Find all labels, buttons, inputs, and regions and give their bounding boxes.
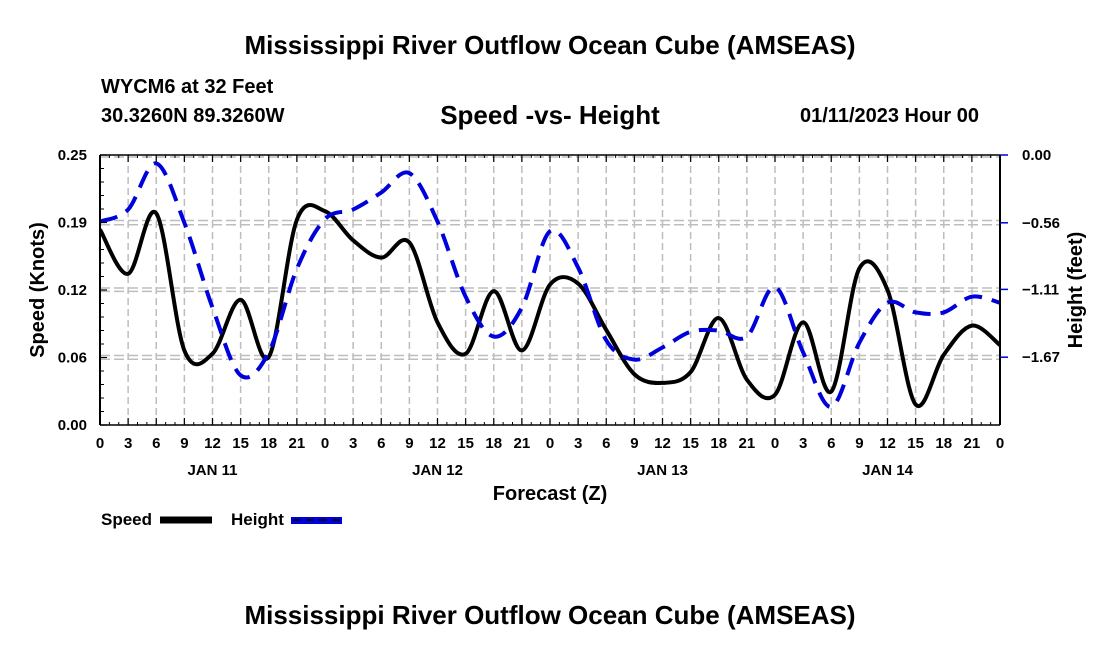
station-label: WYCM6 at 32 Feet [101, 76, 274, 98]
chart-subtitle: Speed -vs- Height [440, 100, 660, 130]
day-label: JAN 14 [862, 462, 914, 479]
x-tick-label: 15 [457, 435, 474, 452]
x-tick-label: 9 [405, 435, 413, 452]
y-left-tick-label: 0.00 [58, 417, 87, 434]
series-line-height [100, 161, 1000, 409]
x-tick-label: 18 [710, 435, 727, 452]
x-tick-label: 12 [879, 435, 896, 452]
y-left-tick-label: 0.12 [58, 282, 87, 299]
x-tick-label: 15 [682, 435, 699, 452]
x-tick-label: 3 [799, 435, 807, 452]
day-label: JAN 13 [637, 462, 688, 479]
day-label: JAN 12 [412, 462, 463, 479]
x-tick-label: 3 [124, 435, 132, 452]
x-tick-label: 15 [907, 435, 924, 452]
y-left-tick-label: 0.06 [58, 350, 87, 367]
y-right-tick-label: 0.00 [1022, 147, 1051, 164]
x-tick-label: 0 [771, 435, 779, 452]
x-tick-label: 6 [602, 435, 610, 452]
y-right-tick-label: −0.56 [1022, 215, 1060, 232]
x-tick-label: 0 [546, 435, 554, 452]
legend-height-swatch [291, 517, 342, 524]
x-tick-label: 9 [630, 435, 638, 452]
coordinates-label: 30.3260N 89.3260W [101, 105, 285, 127]
x-tick-label: 15 [232, 435, 249, 452]
grid-lines [100, 155, 1000, 425]
x-tick-label: 18 [260, 435, 277, 452]
main-title: Mississippi River Outflow Ocean Cube (AM… [244, 30, 856, 60]
x-tick-label: 0 [996, 435, 1004, 452]
y-right-tick-label: −1.11 [1022, 281, 1059, 298]
x-tick-label: 6 [152, 435, 160, 452]
x-tick-label: 3 [574, 435, 582, 452]
y-left-tick-label: 0.19 [58, 215, 87, 232]
bottom-title: Mississippi River Outflow Ocean Cube (AM… [244, 600, 856, 630]
x-tick-label: 12 [204, 435, 221, 452]
forecast-datetime: 01/11/2023 Hour 00 [800, 105, 980, 127]
x-tick-label: 9 [180, 435, 188, 452]
x-tick-label: 21 [289, 435, 306, 452]
x-tick-label: 21 [964, 435, 981, 452]
x-tick-label: 21 [514, 435, 531, 452]
x-tick-label: 21 [739, 435, 756, 452]
y-axis-title-right: Height (feet) [1065, 232, 1087, 349]
series-line-speed [100, 203, 1000, 409]
y-right-tick-label: −1.67 [1022, 349, 1060, 366]
x-tick-label: 6 [827, 435, 835, 452]
x-tick-label: 12 [429, 435, 446, 452]
x-tick-label: 0 [321, 435, 329, 452]
legend-speed-label: Speed [101, 510, 152, 529]
x-tick-label: 9 [855, 435, 863, 452]
x-tick-label: 12 [654, 435, 671, 452]
x-tick-label: 18 [485, 435, 502, 452]
y-axis-title-left: Speed (Knots) [27, 222, 49, 358]
y-left-tick-label: 0.25 [58, 147, 87, 164]
legend: Speed Height [101, 510, 342, 529]
legend-height-label: Height [231, 510, 284, 529]
series-layer [100, 161, 1000, 409]
x-axis-title: Forecast (Z) [493, 483, 607, 505]
axis-ticks: 0 3 6 9 12 15 18 21 0 3 6 9 12 15 18 21 0 3 6 9 12 15 18 21 0 3 6 9… [58, 147, 1060, 479]
x-tick-label: 18 [935, 435, 952, 452]
day-label: JAN 11 [187, 462, 237, 479]
x-tick-label: 3 [349, 435, 357, 452]
x-tick-label: 6 [377, 435, 385, 452]
x-tick-label: 0 [96, 435, 104, 452]
